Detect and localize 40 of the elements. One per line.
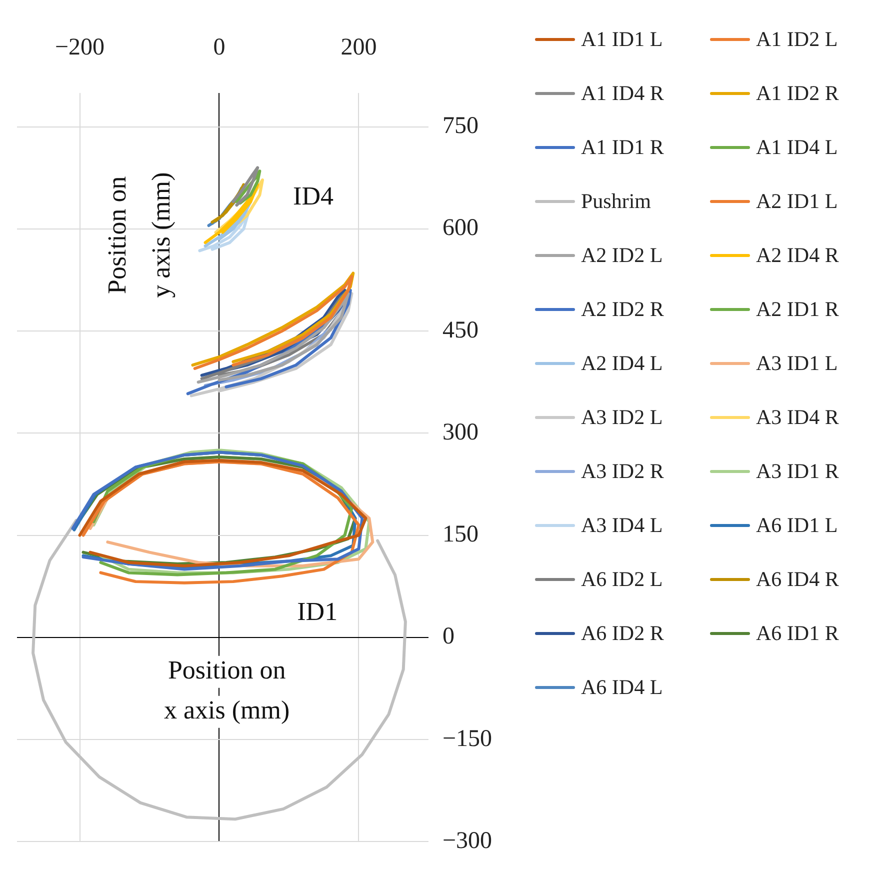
legend-label: A1 ID2 L — [756, 26, 838, 52]
legend-label: A6 ID2 R — [581, 620, 664, 646]
legend-label: A2 ID4 R — [756, 242, 839, 268]
y-tick-label: 450 — [442, 317, 478, 344]
legend-label: A2 ID2 R — [581, 296, 664, 322]
legend-label: A3 ID1 R — [756, 458, 839, 484]
legend-label: A1 ID1 R — [581, 134, 664, 160]
legend-label: A6 ID4 L — [581, 674, 663, 700]
y-tick-label: 750 — [442, 113, 478, 140]
legend-label: A2 ID2 L — [581, 242, 663, 268]
legend-label: A1 ID2 R — [756, 80, 839, 106]
y-tick-label: 0 — [442, 624, 454, 650]
legend-label: A3 ID4 R — [756, 404, 839, 430]
legend-label: A2 ID4 L — [581, 350, 663, 376]
x-axis-title: Position on x axis (mm) — [164, 656, 290, 725]
y-tick-label: 300 — [442, 419, 478, 446]
legend-label: A2 ID1 R — [756, 296, 839, 322]
y-tick-label: 150 — [442, 522, 478, 548]
x-tick-label: 200 — [340, 34, 377, 61]
legend-label: A3 ID2 R — [581, 458, 664, 484]
legend-label: A6 ID1 L — [756, 512, 838, 538]
legend-label: A6 ID4 R — [756, 566, 839, 592]
legend-label: A1 ID4 R — [581, 80, 664, 106]
legend-label: A6 ID2 L — [581, 566, 663, 592]
annotation: ID1 — [297, 597, 338, 626]
x-tick-label: −200 — [54, 34, 105, 61]
legend-label: A3 ID1 L — [756, 350, 838, 376]
y-tick-label: 600 — [442, 215, 478, 242]
legend-label: A3 ID2 L — [581, 404, 663, 430]
legend-label: A1 ID1 L — [581, 26, 663, 52]
legend-label: A3 ID4 L — [581, 512, 663, 538]
legend-label: Pushrim — [581, 188, 652, 214]
y-axis-title: Position on y axis (mm) — [102, 172, 176, 298]
legend-label: A1 ID4 L — [756, 134, 838, 160]
y-tick-label: −150 — [442, 726, 492, 752]
y-tick-label: −300 — [442, 828, 492, 854]
x-tick-label: 0 — [213, 34, 226, 61]
legend-label: A2 ID1 L — [756, 188, 838, 214]
annotation: ID4 — [293, 181, 334, 210]
legend-label: A6 ID1 R — [756, 620, 839, 646]
